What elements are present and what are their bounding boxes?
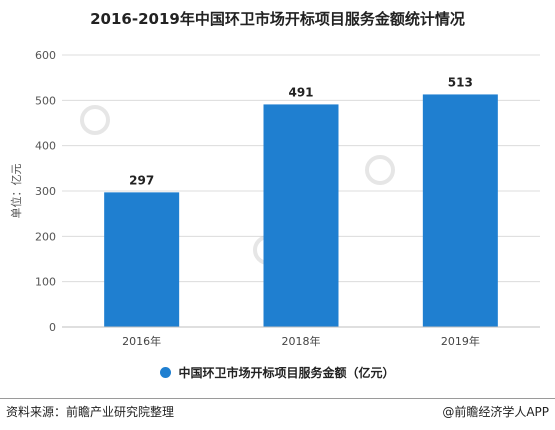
y-tick-labels: 0 100 200 300 400 500 600 — [35, 49, 56, 334]
data-label: 491 — [288, 85, 313, 99]
watermark-logo-icon — [365, 155, 395, 185]
credit-note: @前瞻经济学人APP — [442, 405, 549, 419]
y-tick-label: 400 — [35, 140, 56, 153]
x-tick-label: 2016年 — [122, 334, 161, 348]
x-tick-label: 2018年 — [282, 334, 321, 348]
y-tick-label: 600 — [35, 49, 56, 62]
y-tick-label: 200 — [35, 230, 56, 243]
y-tick-label: 500 — [35, 94, 56, 107]
y-tick-label: 100 — [35, 276, 56, 289]
y-tick-label: 0 — [49, 321, 56, 334]
legend-swatch-icon — [160, 367, 172, 378]
legend-label: 中国环卫市场开标项目服务金额（亿元） — [178, 366, 395, 380]
data-label: 513 — [448, 75, 473, 89]
watermark-logo-icon — [80, 105, 110, 135]
bars — [104, 94, 498, 327]
legend: 中国环卫市场开标项目服务金额（亿元） — [0, 364, 555, 381]
data-label: 297 — [129, 173, 154, 187]
bar — [263, 104, 339, 327]
bar — [422, 94, 498, 327]
x-tick-labels: 2016年 2018年 2019年 — [122, 334, 480, 348]
footer: 资料来源：前瞻产业研究院整理 @前瞻经济学人APP — [0, 398, 555, 430]
data-labels: 297 491 513 — [129, 75, 473, 187]
y-axis-label: 单位：亿元 — [9, 164, 23, 219]
y-tick-label: 300 — [35, 185, 56, 198]
x-tick-label: 2019年 — [441, 334, 480, 348]
chart-title: 2016-2019年中国环卫市场开标项目服务金额统计情况 — [90, 10, 465, 28]
bar — [104, 192, 180, 327]
source-note: 资料来源：前瞻产业研究院整理 — [6, 405, 175, 419]
